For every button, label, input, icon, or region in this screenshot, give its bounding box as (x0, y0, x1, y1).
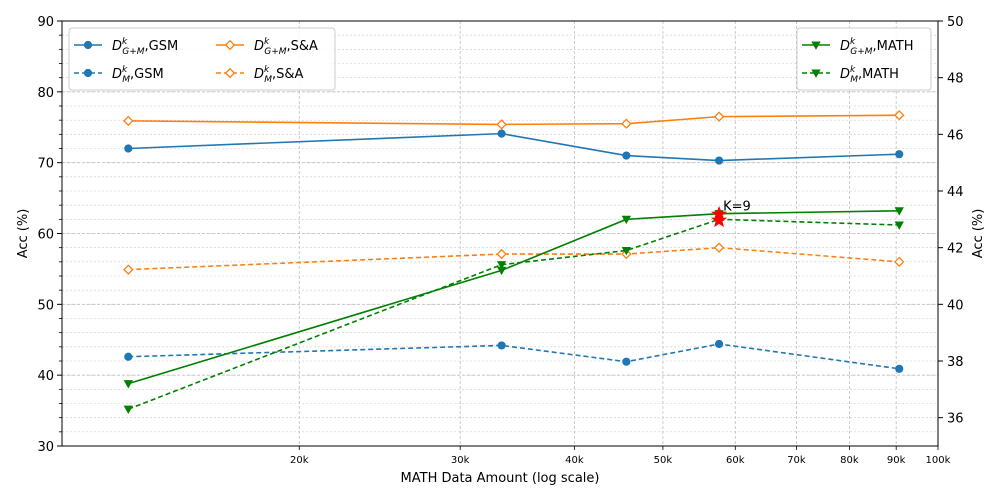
data-point-gsm-gm (124, 144, 133, 153)
legend-label: Dk M,MATH (840, 65, 899, 85)
series-line-sa-m (128, 246, 900, 271)
data-point-gsm-m (714, 339, 724, 349)
legend-box (68, 27, 336, 91)
x-tick-label: 30k (451, 455, 470, 466)
legend-marker (811, 41, 821, 50)
legend-marker (224, 67, 236, 79)
y-left-tick-label: 50 (37, 298, 54, 313)
legend-label: Dk G+M,S&A (254, 37, 318, 57)
x-tick-label: 90k (887, 455, 906, 466)
x-tick-label: 100k (926, 455, 951, 466)
y-left-tick-label: 40 (37, 369, 54, 384)
legend-layer: Dk G+M,GSM Dk G+M,S&A Dk M,GSM Dk M,S&A Dk G+M,MA… (68, 27, 932, 91)
legend-right: Dk G+M,MATH Dk M,MATH (796, 27, 932, 91)
y-right-tick-label: 38 (947, 355, 964, 370)
x-tick-label: 70k (787, 455, 806, 466)
y-right-tick-label: 36 (947, 412, 964, 427)
star-marker-icon (711, 211, 728, 228)
data-point-math-gm (123, 380, 133, 389)
data-point-math-gm (621, 215, 632, 225)
data-point-sa-gm (894, 109, 905, 121)
data-point-gsm-m (895, 364, 904, 373)
x-tick-label: 40k (565, 455, 584, 466)
x-tick-label: 50k (654, 455, 673, 466)
legend-label: Dk M,S&A (254, 65, 304, 85)
y-right-tick-label: 40 (947, 298, 964, 313)
data-point-sa-m (123, 264, 134, 275)
y-right-tick-label: 50 (947, 15, 964, 30)
data-point-math-m (621, 246, 632, 256)
x-axis-label: MATH Data Amount (log scale) (401, 471, 600, 486)
y-right-tick-label: 46 (947, 128, 964, 143)
y-right-tick-label: 48 (947, 72, 964, 87)
legend-label: Dk M,GSM (112, 65, 164, 85)
data-point-gsm-m (497, 341, 506, 350)
series-line-math-m (128, 218, 900, 410)
series-gsm-gm (124, 129, 904, 165)
data-point-sa-m (713, 242, 725, 253)
data-point-gsm-gm (895, 150, 904, 159)
annotation-label: K=9 (723, 199, 751, 214)
annotation-layer: K=9 (711, 199, 751, 228)
legend-marker (83, 68, 93, 78)
series-math-gm (123, 207, 904, 389)
data-point-sa-gm (621, 118, 632, 129)
y-right-tick-label: 44 (947, 185, 964, 200)
data-point-math-m (496, 261, 507, 270)
y-right-axis-label: Acc (%) (971, 209, 986, 259)
legend-entry-gsm-m: Dk M,GSM (74, 65, 164, 85)
series-layer (123, 109, 905, 414)
data-point-sa-gm (123, 115, 134, 127)
data-point-gsm-gm (497, 129, 506, 138)
legend-entry-sa-gm: Dk G+M,S&A (216, 37, 318, 57)
y-left-tick-label: 90 (37, 15, 54, 30)
legend-label: Dk G+M,GSM (112, 37, 178, 57)
legend-entry-sa-m: Dk M,S&A (216, 65, 304, 85)
legend-marker (811, 69, 821, 78)
y-right-tick-label: 42 (947, 242, 964, 257)
data-point-sa-gm (713, 111, 725, 122)
series-math-m (123, 215, 904, 414)
series-line-math-gm (128, 210, 900, 385)
data-point-gsm-gm (622, 151, 631, 160)
data-point-sa-m (894, 256, 905, 268)
series-sa-gm (123, 109, 905, 130)
x-tick-label: 20k (290, 455, 309, 466)
y-left-axis-label: Acc (%) (16, 209, 31, 259)
data-point-math-gm (894, 207, 904, 216)
data-point-math-m (894, 221, 904, 230)
data-point-sa-m (496, 248, 507, 260)
series-line-gsm-gm (128, 132, 900, 162)
legend-entry-math-gm: Dk G+M,MATH (802, 37, 913, 57)
series-line-sa-gm (128, 114, 900, 126)
y-left-tick-label: 80 (37, 86, 54, 101)
y-left-tick-label: 30 (37, 440, 54, 455)
series-gsm-m (124, 339, 904, 373)
legend-marker (83, 40, 93, 50)
legend-box (796, 27, 932, 91)
data-point-gsm-m (622, 357, 631, 366)
y-left-tick-label: 70 (37, 157, 54, 172)
data-point-gsm-m (124, 352, 133, 361)
legend-left: Dk G+M,GSM Dk G+M,S&A Dk M,GSM Dk M,S&A (68, 27, 336, 91)
data-point-math-m (123, 405, 133, 414)
legend-marker (224, 39, 236, 51)
legend-entry-math-m: Dk M,MATH (802, 65, 899, 85)
legend-entry-gsm-gm: Dk G+M,GSM (74, 37, 178, 57)
data-point-sa-gm (496, 119, 507, 130)
axes-layer: 30 40 50 60 70 80 90 36 38 40 42 44 46 48 50 20k 30k 40k 5… (16, 15, 986, 486)
x-tick-label: 80k (840, 455, 859, 466)
x-tick-label: 60k (726, 455, 745, 466)
legend-label: Dk G+M,MATH (840, 37, 913, 57)
data-point-gsm-gm (714, 156, 724, 165)
y-left-tick-label: 60 (37, 228, 54, 243)
